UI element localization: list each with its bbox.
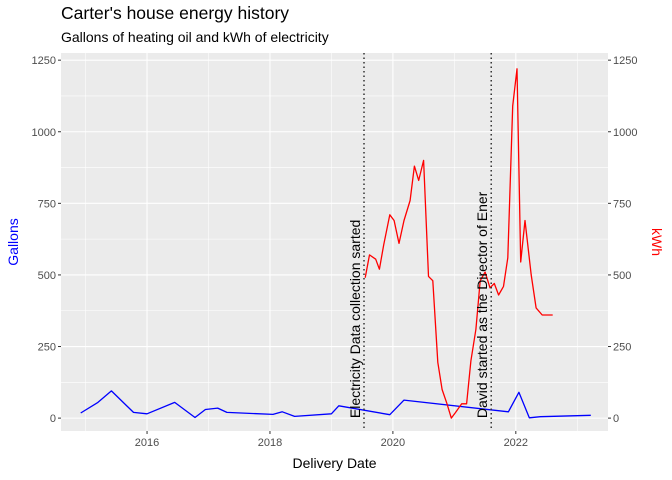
x-tick-label: 2018 — [258, 437, 282, 449]
x-tick-label: 2020 — [381, 437, 405, 449]
x-axis-label: Delivery Date — [292, 455, 376, 471]
y-tick-left-label: 750 — [38, 198, 56, 210]
grid-lines — [61, 53, 608, 431]
y-axis-left-label: Gallons — [5, 218, 21, 265]
y-axis-right-label: kWh — [649, 228, 665, 256]
plot-panel — [61, 53, 608, 431]
y-tick-left-label: 0 — [50, 413, 56, 425]
y-tick-right-label: 1000 — [613, 127, 637, 139]
y-tick-right-label: 0 — [613, 413, 619, 425]
y-tick-left-label: 1250 — [32, 55, 56, 67]
axes-layer: 0 250 500 750 1000 1250 0 250 500 750 1000 1250 2016… — [32, 55, 638, 449]
y-tick-right-label: 750 — [613, 198, 631, 210]
x-tick-label: 2016 — [135, 437, 159, 449]
y-tick-left-label: 500 — [38, 270, 56, 282]
chart-subtitle: Gallons of heating oil and kWh of electr… — [61, 29, 329, 45]
annotation-label: David started as the Director of Ener — [474, 191, 490, 418]
series-layer — [80, 68, 591, 419]
series-line-gallons — [80, 390, 591, 419]
y-tick-right-label: 250 — [613, 342, 631, 354]
y-tick-right-label: 1250 — [613, 55, 637, 67]
annotation-label: Electricity Data collection sarted — [347, 220, 363, 418]
annotation-layer: Electricity Data collection sarted David … — [347, 53, 492, 431]
series-line-kwh — [364, 68, 553, 419]
y-tick-right-label: 500 — [613, 270, 631, 282]
y-tick-left-label: 1000 — [32, 127, 56, 139]
x-tick-label: 2022 — [504, 437, 528, 449]
chart-title: Carter's house energy history — [61, 3, 290, 23]
y-tick-left-label: 250 — [38, 342, 56, 354]
